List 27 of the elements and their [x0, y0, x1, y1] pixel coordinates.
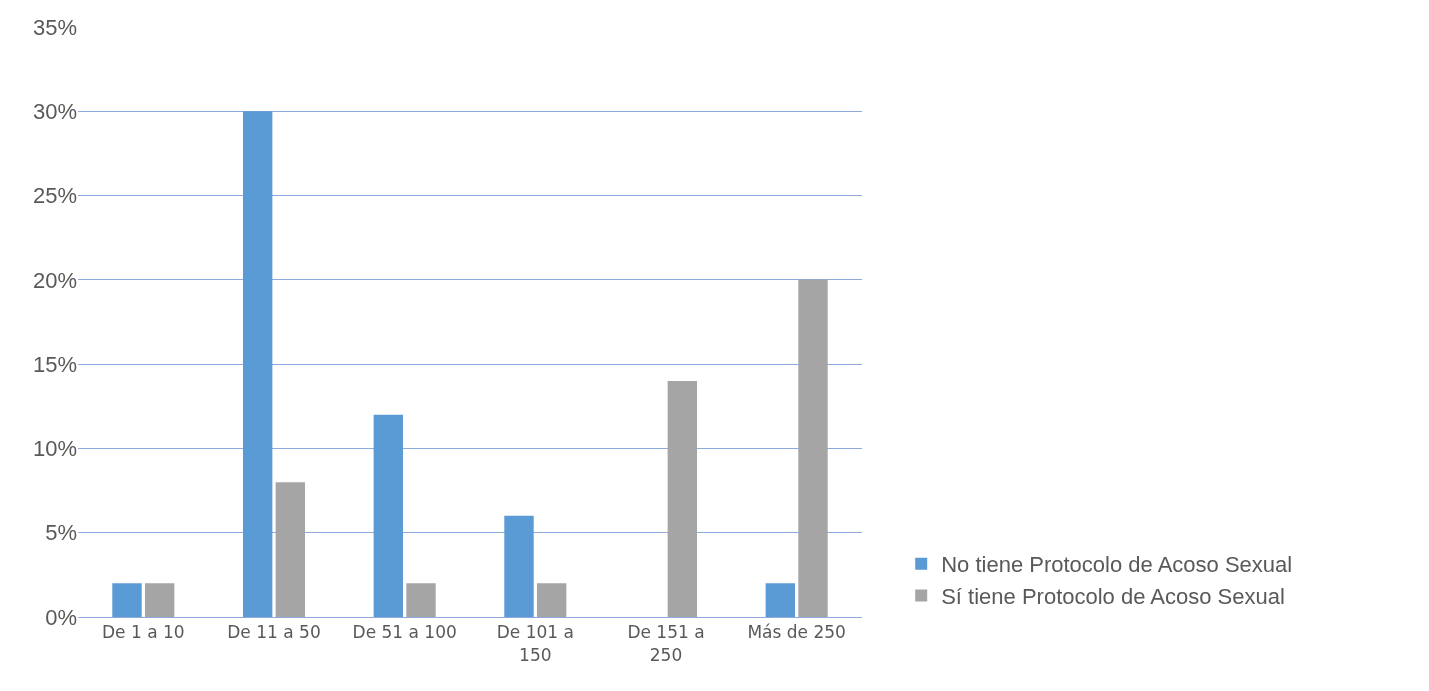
y-tick-label: 20% — [32, 267, 77, 293]
y-tick-label: 15% — [32, 351, 77, 377]
bar — [373, 414, 404, 617]
y-tick-label: 30% — [32, 98, 77, 124]
bar — [112, 583, 142, 617]
bar — [144, 583, 175, 617]
x-tick-label: De 151 a 250 — [627, 622, 705, 665]
x-tick-label: De 51 a 100 — [352, 622, 457, 643]
bar — [765, 583, 796, 617]
y-tick-label: 25% — [32, 183, 77, 209]
y-tick-label: 10% — [32, 436, 77, 462]
x-tick-label: De 101 a 150 — [496, 622, 574, 665]
legend-label: Sí tiene Protocolo de Acoso Sexual — [941, 583, 1285, 609]
bar — [536, 583, 567, 617]
legend-label: No tiene Protocolo de Acoso Sexual — [941, 552, 1293, 578]
bar — [242, 111, 273, 617]
bar — [504, 515, 534, 617]
bar — [667, 381, 698, 617]
x-tick-label: Más de 250 — [747, 622, 846, 643]
bar — [275, 482, 306, 617]
x-tick-label: De 11 a 50 — [227, 622, 321, 643]
y-tick-label: 5% — [45, 520, 77, 546]
y-tick-label: 0% — [45, 604, 77, 630]
bar — [406, 583, 436, 617]
y-tick-label: 35% — [32, 14, 77, 40]
x-tick-label: De 1 a 10 — [102, 622, 185, 643]
bar — [798, 279, 828, 617]
